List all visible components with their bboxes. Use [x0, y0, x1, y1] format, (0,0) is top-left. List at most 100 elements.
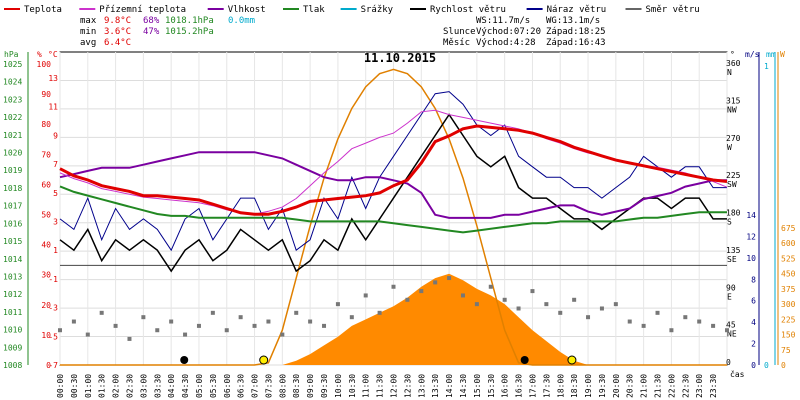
wind-unit: m/s [745, 50, 760, 59]
time-tick: 23:30 [709, 374, 718, 398]
time-tick: 05:30 [209, 374, 218, 398]
wind-direction-point [196, 323, 201, 328]
humidity-unit: % [37, 50, 42, 59]
humidity-tick: 80 [41, 120, 51, 129]
time-tick: 09:30 [320, 374, 329, 398]
wind-tick: 6 [751, 297, 756, 306]
wind-tick: 12 [746, 232, 756, 241]
wind-direction-point [294, 310, 299, 315]
wind-direction-point [224, 328, 229, 333]
pressure-tick: 1019 [3, 166, 22, 175]
time-tick: 19:00 [584, 374, 593, 398]
solar-tick: 300 [781, 300, 796, 309]
wind-direction-point [725, 328, 729, 333]
pressure-unit: hPa [4, 50, 19, 59]
solar-tick: 150 [781, 331, 796, 340]
humidity-tick: 20 [41, 301, 51, 310]
pressure-tick: 1015 [3, 237, 22, 246]
wind-direction-point [169, 319, 174, 324]
pressure-tick: 1013 [3, 272, 22, 281]
legend-label: Rychlost větru [430, 5, 506, 15]
wind-direction-point [544, 302, 549, 307]
direction-label: SW [727, 180, 737, 189]
direction-tick: 0 [726, 358, 731, 367]
humidity-tick: 70 [41, 150, 51, 159]
wind-direction-point [613, 302, 618, 307]
legend-label: Směr větru [646, 5, 700, 15]
time-tick: 22:30 [681, 374, 690, 398]
wind-direction-point [280, 332, 285, 337]
stat-temp: 6.4°C [104, 38, 131, 48]
wind-direction-point [363, 293, 368, 298]
solar-tick: 0 [781, 361, 786, 370]
pressure-tick: 1009 [3, 343, 22, 352]
stat-label: max [80, 16, 97, 26]
temperature-tick: 5 [53, 189, 58, 198]
humidity-tick: 0 [46, 361, 51, 370]
direction-label: SE [727, 255, 737, 264]
chart-title: 11.10.2015 [364, 51, 436, 65]
wind-direction-point [335, 302, 340, 307]
direction-label: NE [727, 330, 737, 339]
wind-speed-line [59, 113, 727, 273]
time-tick: 15:00 [473, 374, 482, 398]
legend-label: Srážky [361, 5, 394, 15]
wind-direction-point [530, 289, 535, 294]
humidity-tick: 60 [41, 180, 51, 189]
wind-direction-point [641, 323, 646, 328]
temperature-unit: °C [48, 50, 58, 59]
time-tick: 19:30 [598, 374, 607, 398]
time-unit: čas [730, 369, 745, 379]
wind-direction-point [85, 332, 90, 337]
pressure-tick: 1012 [3, 290, 22, 299]
time-tick: 17:00 [528, 374, 537, 398]
direction-tick: 180 [726, 209, 741, 218]
stat-label: avg [80, 38, 96, 48]
direction-unit: ° [730, 50, 735, 59]
time-tick: 18:00 [556, 374, 565, 398]
pressure-tick: 1024 [3, 78, 22, 87]
time-tick: 01:00 [84, 374, 93, 398]
time-tick: 14:00 [445, 374, 454, 398]
stat-hum: 47% [143, 27, 160, 37]
wind-direction-point [586, 315, 591, 320]
solar-tick: 600 [781, 239, 796, 248]
stat-label: min [80, 27, 96, 37]
time-tick: 00:30 [70, 374, 79, 398]
solar-tick: 525 [781, 254, 796, 263]
pressure-tick: 1021 [3, 131, 22, 140]
humidity-tick: 40 [41, 241, 51, 250]
time-tick: 06:00 [223, 374, 232, 398]
wind-tick: 0 [751, 361, 756, 370]
time-tick: 08:30 [292, 374, 301, 398]
pressure-line [59, 185, 727, 234]
pressure-tick: 1018 [3, 184, 22, 193]
time-tick: 05:00 [195, 374, 204, 398]
humidity-tick: 100 [37, 60, 52, 69]
wind-direction-point [127, 336, 132, 341]
temperature-tick: 1 [53, 246, 58, 255]
humidity-tick: 90 [41, 90, 51, 99]
wind-direction-point [155, 328, 160, 333]
rain-unit: mm [766, 50, 776, 59]
time-tick: 10:00 [334, 374, 343, 398]
direction-tick: 90 [726, 283, 736, 292]
time-tick: 20:30 [626, 374, 635, 398]
pressure-tick: 1023 [3, 95, 22, 104]
time-tick: 07:00 [251, 374, 260, 398]
direction-label: W [727, 143, 732, 152]
time-tick: 13:00 [417, 374, 426, 398]
legend-label: Přízemní teplota [99, 5, 186, 15]
wind-tick: 14 [746, 211, 756, 220]
wind-tick: 4 [751, 318, 756, 327]
solar-tick: 375 [781, 285, 796, 294]
direction-label: N [727, 68, 732, 77]
time-tick: 02:00 [112, 374, 121, 398]
solar-tick: 225 [781, 315, 796, 324]
time-tick: 06:30 [237, 374, 246, 398]
wind-direction-point [210, 310, 215, 315]
direction-tick: 270 [726, 134, 741, 143]
wind-direction-point [655, 310, 660, 315]
pressure-tick: 1010 [3, 326, 22, 335]
